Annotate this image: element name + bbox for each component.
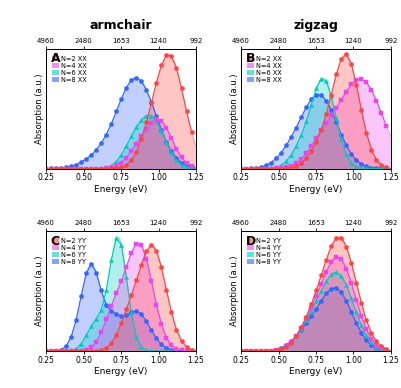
X-axis label: Energy (eV): Energy (eV) [289, 367, 343, 376]
Y-axis label: Absorption (a.u.): Absorption (a.u.) [35, 73, 44, 144]
Text: A: A [51, 52, 60, 65]
X-axis label: Energy (eV): Energy (eV) [94, 185, 148, 194]
Legend: N=2 YY, N=4 YY, N=6 YY, N=8 YY: N=2 YY, N=4 YY, N=6 YY, N=8 YY [246, 237, 282, 267]
X-axis label: Energy (eV): Energy (eV) [289, 185, 343, 194]
Legend: N=2 XX, N=4 XX, N=6 XX, N=8 XX: N=2 XX, N=4 XX, N=6 XX, N=8 XX [246, 54, 283, 84]
Title: zigzag: zigzag [294, 19, 338, 32]
Text: C: C [51, 235, 60, 248]
Text: B: B [245, 52, 255, 65]
Title: armchair: armchair [90, 19, 152, 32]
Y-axis label: Absorption (a.u.): Absorption (a.u.) [230, 256, 239, 326]
Legend: N=2 YY, N=4 YY, N=6 YY, N=8 YY: N=2 YY, N=4 YY, N=6 YY, N=8 YY [51, 237, 87, 267]
Text: D: D [245, 235, 256, 248]
Legend: N=2 XX, N=4 XX, N=6 XX, N=8 XX: N=2 XX, N=4 XX, N=6 XX, N=8 XX [51, 54, 88, 84]
Y-axis label: Absorption (a.u.): Absorption (a.u.) [35, 256, 44, 326]
Y-axis label: Absorption (a.u.): Absorption (a.u.) [230, 73, 239, 144]
X-axis label: Energy (eV): Energy (eV) [94, 367, 148, 376]
